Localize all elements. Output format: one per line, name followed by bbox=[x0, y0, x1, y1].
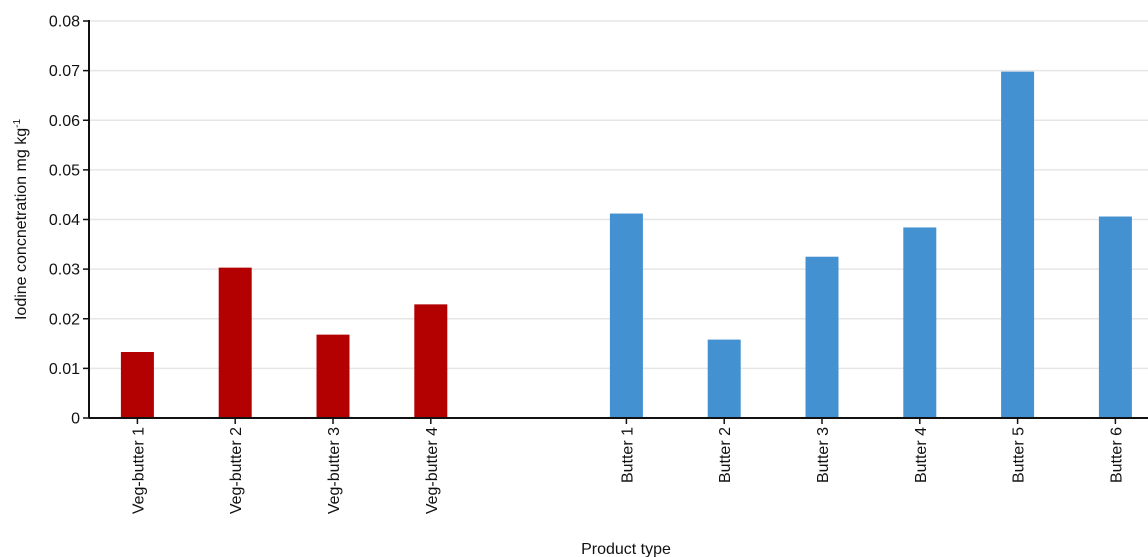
y-tick-label: 0.07 bbox=[49, 63, 80, 80]
x-tick-label: Butter 4 bbox=[913, 427, 930, 483]
y-tick-label: 0 bbox=[71, 411, 80, 428]
bar bbox=[1001, 71, 1035, 419]
bar bbox=[707, 339, 741, 418]
bar bbox=[218, 267, 252, 418]
y-tick-label: 0.05 bbox=[49, 162, 80, 179]
bar bbox=[120, 351, 154, 418]
bar bbox=[414, 304, 448, 418]
bar bbox=[805, 256, 839, 418]
y-tick-label: 0.03 bbox=[49, 262, 80, 279]
x-tick-label: Butter 2 bbox=[717, 427, 734, 483]
bars bbox=[120, 71, 1132, 419]
x-axis: Veg-butter 1 Veg-butter 2 Veg-butter 3 Veg-… bbox=[89, 417, 1148, 514]
y-axis-title-text: Iodine concnetration mg kg bbox=[13, 128, 30, 320]
x-tick-label: Butter 3 bbox=[815, 427, 832, 483]
x-tick-label: Butter 1 bbox=[619, 427, 636, 483]
bar bbox=[609, 213, 643, 418]
bar bbox=[1098, 216, 1132, 418]
y-tick-label: 0.01 bbox=[49, 361, 80, 378]
y-tick-label: 0.04 bbox=[49, 212, 80, 229]
y-axis: 0 0.01 0.02 0.03 0.04 0.05 0.06 0.07 0.08 bbox=[49, 14, 90, 428]
y-tick-label: 0.02 bbox=[49, 311, 80, 328]
y-axis-title-superscript: -1 bbox=[12, 119, 23, 128]
bar bbox=[903, 227, 937, 418]
x-axis-title: Product type bbox=[581, 541, 671, 557]
x-tick-label: Butter 5 bbox=[1011, 427, 1028, 483]
x-tick-label: Butter 6 bbox=[1108, 427, 1125, 483]
y-tick-label: 0.06 bbox=[49, 113, 80, 130]
x-tick-label: Veg-butter 2 bbox=[228, 427, 245, 514]
x-tick-label: Veg-butter 1 bbox=[130, 427, 147, 514]
bar bbox=[316, 334, 350, 418]
x-tick-label: Veg-butter 4 bbox=[424, 427, 441, 514]
y-axis-title: Iodine concnetration mg kg-1 bbox=[12, 119, 30, 320]
x-tick-label: Veg-butter 3 bbox=[326, 427, 343, 514]
y-tick-label: 0.08 bbox=[49, 14, 80, 31]
